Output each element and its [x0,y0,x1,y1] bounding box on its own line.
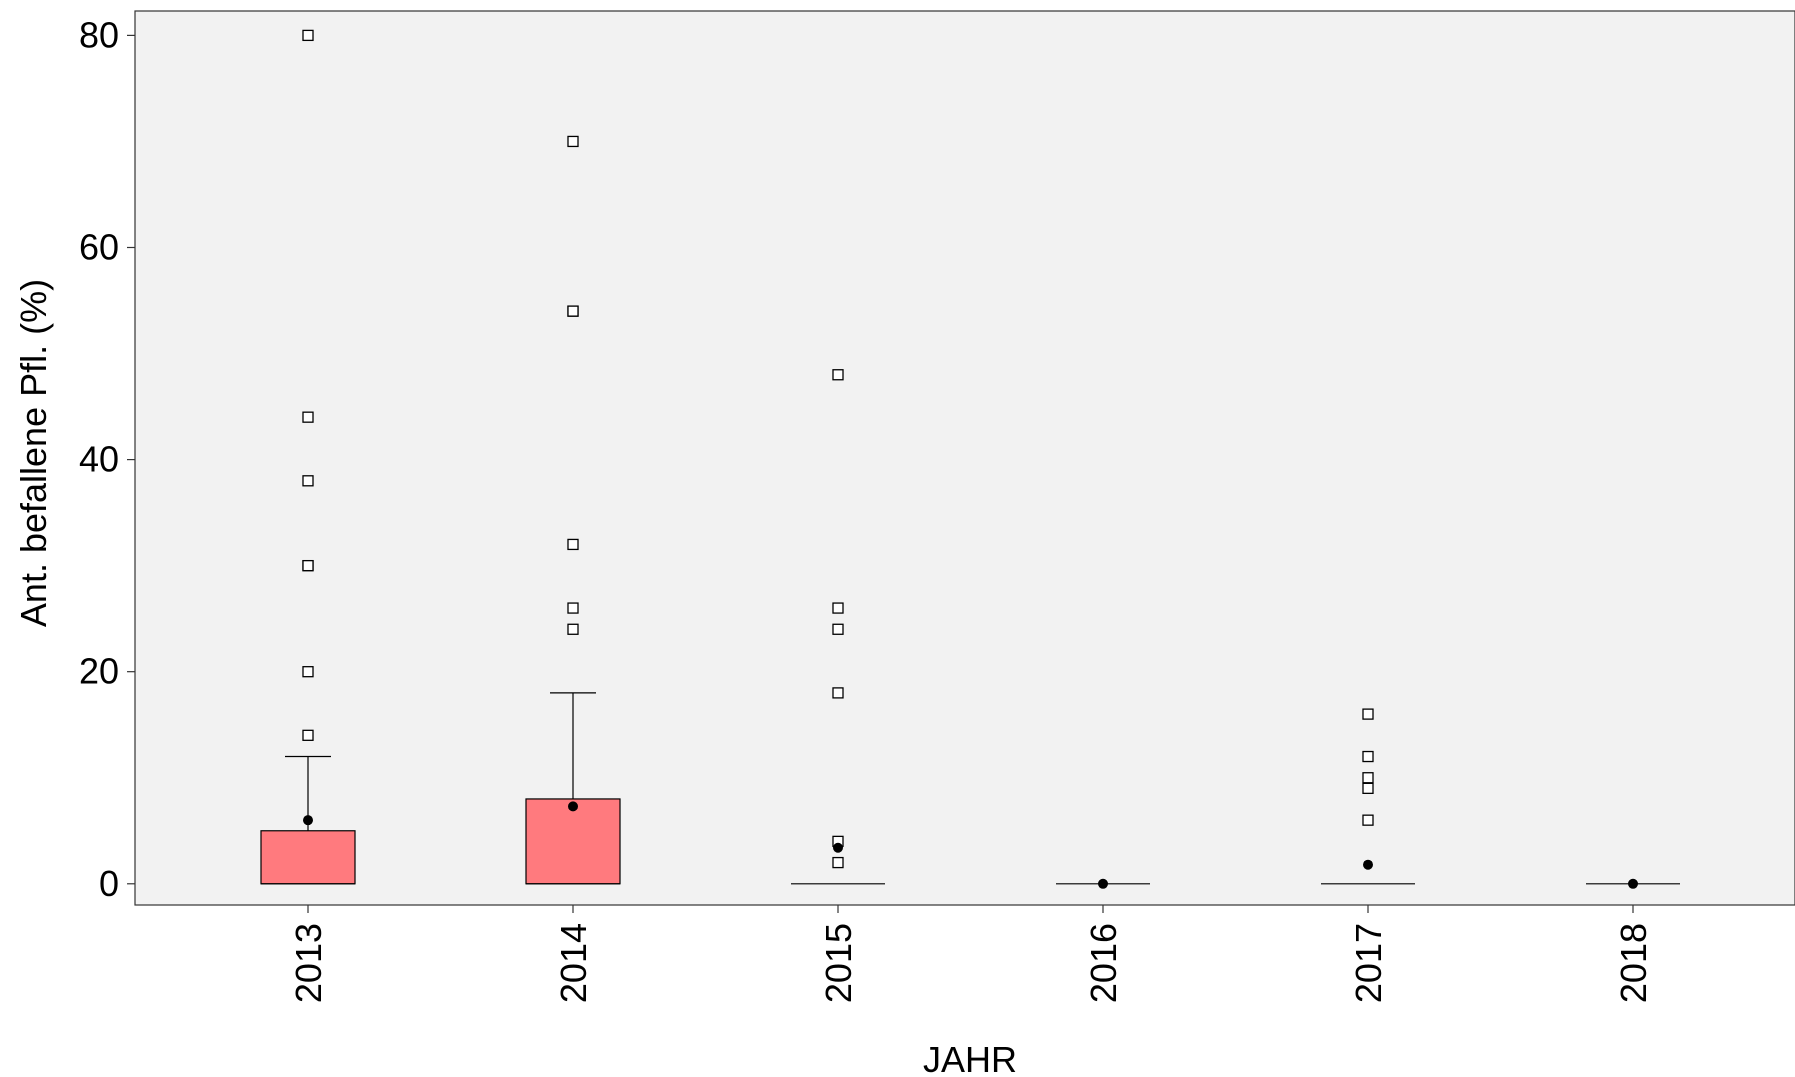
outlier-point [567,538,579,551]
mean-point [1363,859,1373,870]
box-group-2016 [1056,878,1150,889]
outlier-point [1362,750,1374,763]
y-tick-label: 40 [79,439,119,480]
x-axis-label: JAHR [923,1039,1017,1077]
box-group-2015 [791,369,885,885]
mean-point [568,801,578,812]
outlier-point [832,623,844,635]
outlier-point [567,135,579,148]
outlier-point [302,29,314,42]
y-axis-label: Ant. befallene Pfl. (%) [13,279,54,627]
x-tick-label: 2013 [288,923,329,1003]
outlier-point [302,475,314,487]
x-tick-label: 2014 [553,923,594,1003]
outlier-point [302,729,314,741]
outlier-point [832,602,844,614]
y-tick-label: 0 [99,863,119,904]
outlier-point [567,602,579,614]
outlier-point [1362,782,1374,794]
outlier-point [1362,814,1374,826]
x-tick-label: 2017 [1348,923,1389,1003]
outlier-point [302,411,314,423]
mean-point [833,842,843,853]
box-group-2017 [1321,708,1415,885]
mean-point [1628,878,1638,889]
y-tick-label: 80 [79,14,119,55]
outlier-point [567,623,579,635]
x-tick-label: 2015 [818,923,859,1003]
x-tick-label: 2018 [1613,923,1654,1003]
outlier-point [567,305,579,317]
plot-marks [260,29,1680,889]
y-axis: 0 20 40 60 80 [79,14,135,904]
outlier-point [1362,708,1374,720]
outlier-point [302,559,314,572]
box-group-2013 [260,29,356,885]
x-axis: 2013 2014 2015 2016 2017 2018 [288,905,1654,1003]
y-tick-label: 60 [79,226,119,267]
outlier-point [832,687,844,699]
y-tick-label: 20 [79,651,119,692]
x-tick-label: 2016 [1083,923,1124,1003]
outlier-point [832,856,844,869]
mean-point [1098,878,1108,889]
outlier-point [302,666,314,678]
box-group-2018 [1586,878,1680,889]
plot-panel [134,10,1795,906]
mean-point [303,815,313,826]
outlier-point [832,369,844,381]
iqr-box [525,798,621,885]
box-group-2014 [525,135,621,885]
outlier-point [1362,772,1374,784]
iqr-box [260,830,356,885]
